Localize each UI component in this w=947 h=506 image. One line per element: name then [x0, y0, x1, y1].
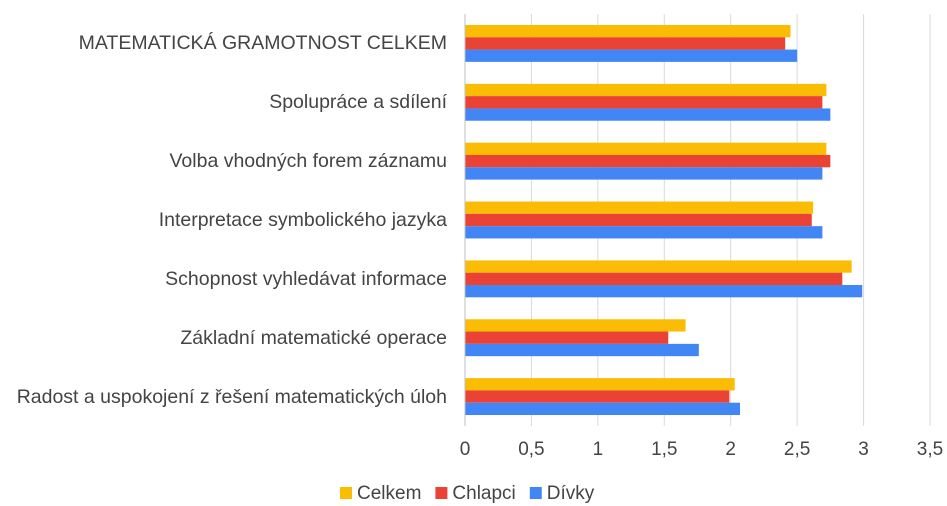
x-tick-label: 2: [725, 439, 736, 460]
bar: [465, 154, 831, 168]
category-text: Volba vhodných forem záznamu: [169, 150, 448, 173]
bar: [465, 378, 735, 391]
legend-label: Dívky: [547, 483, 595, 504]
bar: [465, 108, 831, 121]
x-tick-label: 3,5: [917, 439, 943, 460]
bar: [465, 24, 791, 38]
bar: [465, 142, 827, 155]
category-text: Radost a uspokojení z řešení matematický…: [16, 385, 447, 408]
bar: [465, 213, 812, 227]
bar: [465, 96, 823, 109]
bar: [465, 343, 699, 357]
legend-swatch: [340, 487, 352, 499]
category-label: Schopnost vyhledávat informace: [0, 267, 447, 291]
category-text: Interpretace symbolického jazyka: [158, 209, 447, 231]
x-tick-label: 0,5: [518, 439, 544, 460]
bar: [465, 319, 686, 332]
legend-swatch: [529, 487, 542, 499]
bar: [465, 201, 814, 214]
category-label: Spolupráce a sdílení: [0, 90, 447, 114]
category-label: Základní matematické operace: [0, 326, 447, 350]
category-text: MATEMATICKÁ GRAMOTNOST CELKEM: [78, 32, 447, 55]
x-tick-label: 0: [460, 439, 471, 460]
bar: [465, 390, 730, 403]
x-tick-label: 1,5: [651, 439, 677, 460]
x-tick-label: 3: [858, 439, 869, 460]
bar: [465, 402, 741, 416]
category-text: Schopnost vyhledávat informace: [165, 267, 447, 290]
legend-swatch: [435, 487, 448, 499]
bar: [465, 83, 827, 97]
legend-label: Celkem: [357, 483, 421, 504]
category-text: Základní matematické operace: [180, 326, 447, 349]
legend-label: Chlapci: [452, 483, 515, 504]
category-text: Spolupráce a sdílení: [269, 91, 447, 114]
bar: [465, 331, 669, 344]
bar: [465, 37, 786, 50]
x-tick-label: 2,5: [784, 439, 810, 460]
x-tick-label: 1: [593, 439, 604, 460]
category-label: Interpretace symbolického jazyka: [0, 208, 447, 232]
bar: [465, 226, 823, 239]
category-label: MATEMATICKÁ GRAMOTNOST CELKEM: [0, 31, 447, 55]
bar: [465, 49, 798, 62]
category-label: Radost a uspokojení z řešení matematický…: [0, 385, 447, 409]
bar: [465, 167, 823, 180]
category-label: Volba vhodných forem záznamu: [0, 149, 448, 173]
bar: [465, 272, 843, 286]
bar: [465, 260, 852, 273]
bar: [465, 285, 863, 298]
